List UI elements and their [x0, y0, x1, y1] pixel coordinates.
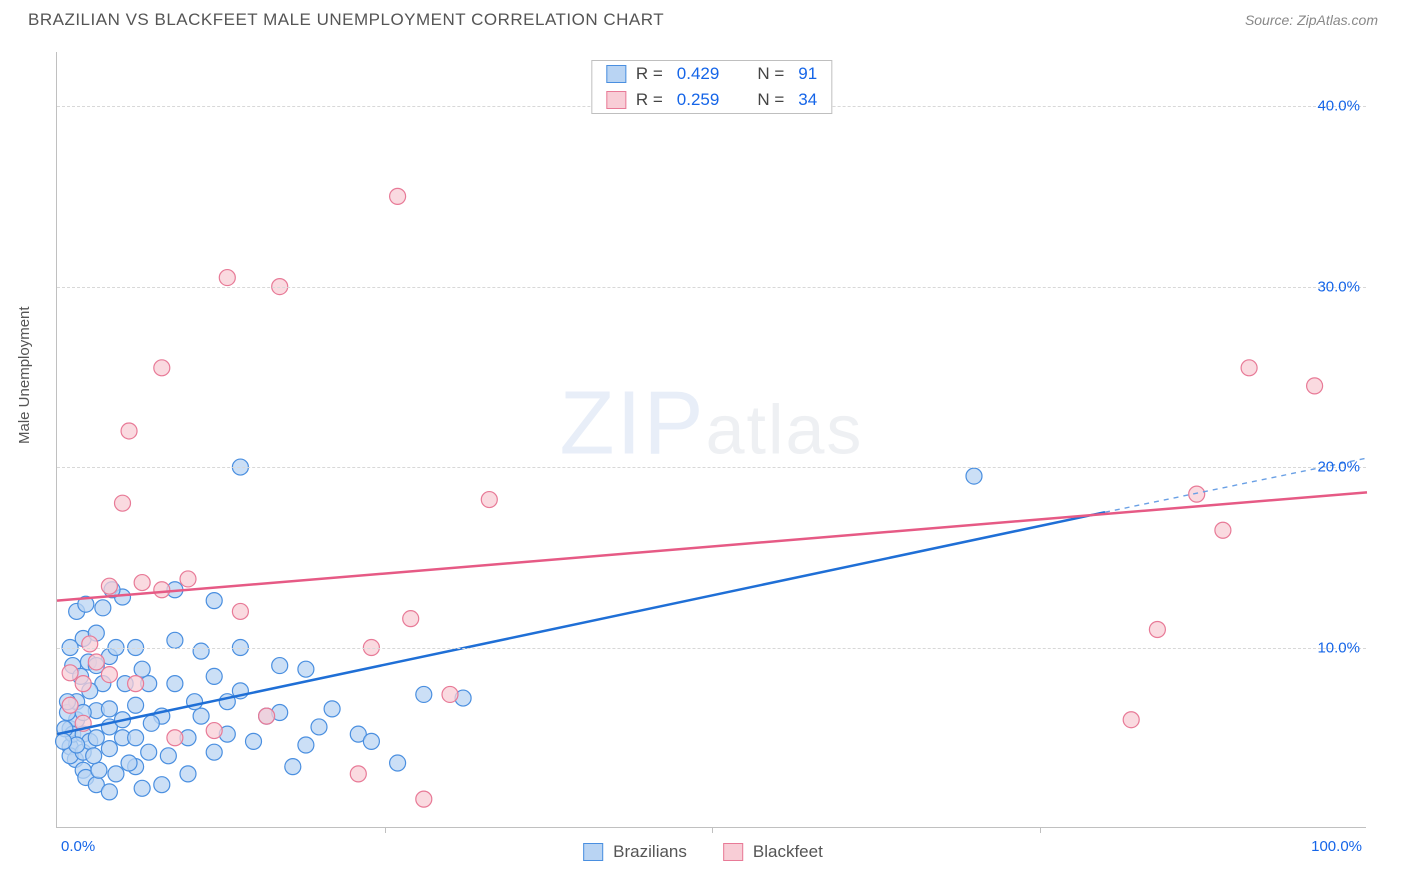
chart-title: BRAZILIAN VS BLACKFEET MALE UNEMPLOYMENT… — [28, 10, 664, 30]
legend-correlation: R = 0.429 N = 91 R = 0.259 N = 34 — [591, 60, 832, 114]
y-tick-label: 30.0% — [1317, 278, 1360, 295]
y-tick-label: 20.0% — [1317, 459, 1360, 476]
swatch-brazilians — [606, 65, 626, 83]
chart-header: BRAZILIAN VS BLACKFEET MALE UNEMPLOYMENT… — [0, 0, 1406, 38]
y-tick-label: 10.0% — [1317, 639, 1360, 656]
source-attribution: Source: ZipAtlas.com — [1245, 12, 1378, 28]
legend-row-blackfeet: R = 0.259 N = 34 — [592, 87, 831, 113]
legend-series: Brazilians Blackfeet — [583, 842, 823, 862]
legend-item-blackfeet: Blackfeet — [723, 842, 823, 862]
swatch-blackfeet-icon — [723, 843, 743, 861]
y-axis-label: Male Unemployment — [16, 306, 33, 444]
x-right-label: 100.0% — [1311, 838, 1362, 855]
legend-row-brazilians: R = 0.429 N = 91 — [592, 61, 831, 87]
plot-area: ZIPatlas R = 0.429 N = 91 R = 0.259 N = … — [56, 52, 1366, 828]
x-left-label: 0.0% — [61, 838, 95, 855]
legend-item-brazilians: Brazilians — [583, 842, 687, 862]
plot-svg — [57, 52, 1366, 827]
swatch-blackfeet — [606, 91, 626, 109]
swatch-brazilians-icon — [583, 843, 603, 861]
chart-container: Male Unemployment ZIPatlas R = 0.429 N =… — [28, 44, 1378, 874]
y-tick-label: 40.0% — [1317, 98, 1360, 115]
